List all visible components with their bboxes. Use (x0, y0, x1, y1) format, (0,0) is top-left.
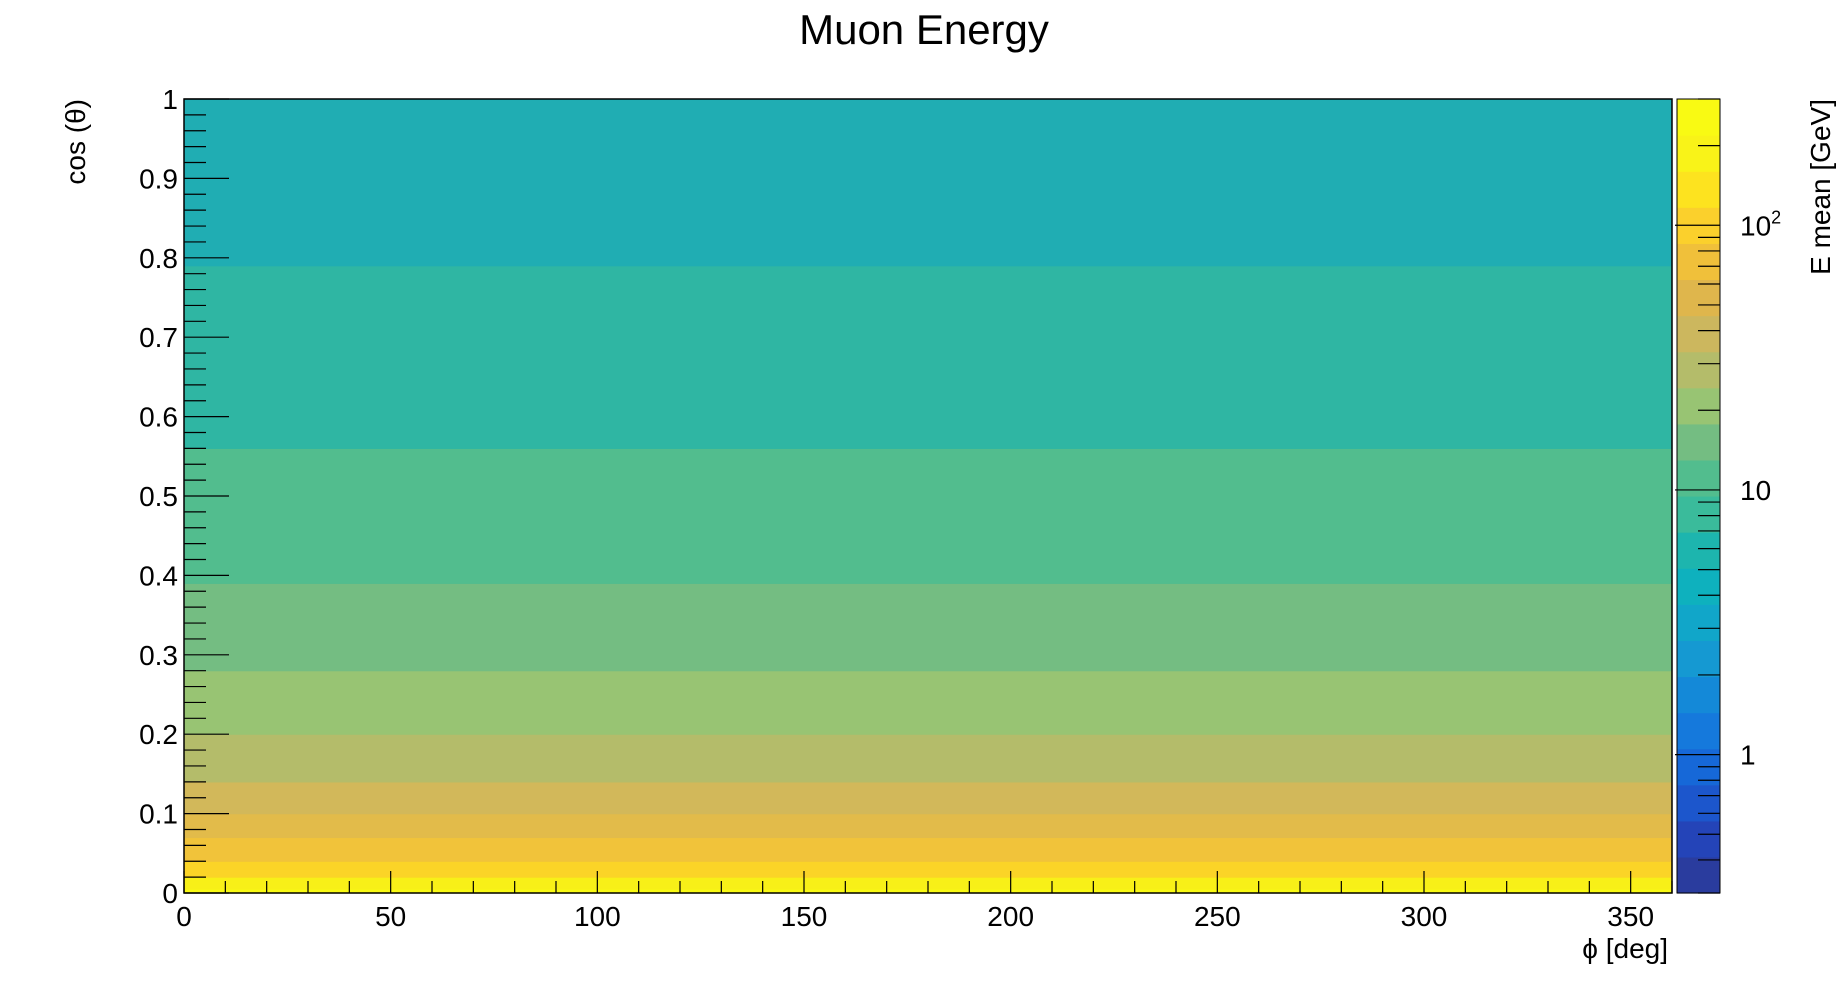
palette-swatch (1677, 784, 1720, 822)
y-tick-label: 0.2 (139, 719, 178, 750)
x-tick-label: 0 (176, 901, 192, 932)
palette-swatch (1677, 423, 1720, 461)
palette-swatch (1677, 99, 1720, 136)
y-tick-label: 0.5 (139, 481, 178, 512)
y-tick-label: 0.7 (139, 322, 178, 353)
x-tick-label: 300 (1401, 901, 1448, 932)
heatmap-cell (184, 781, 1672, 815)
heatmap-cell (184, 813, 1672, 839)
palette-swatch (1677, 279, 1720, 317)
color-scale (1676, 98, 1721, 894)
palette-swatch (1677, 676, 1720, 714)
palette-swatch (1677, 640, 1720, 678)
z-tick-label: 102 (1740, 207, 1781, 241)
plot-frame (183, 98, 1673, 894)
y-tick-label: 0.3 (139, 640, 178, 671)
palette-swatch (1677, 387, 1720, 425)
heatmap-cell (184, 837, 1672, 862)
palette-swatch (1677, 820, 1720, 858)
z-tick-label: 10 (1740, 475, 1771, 506)
palette-swatch (1677, 171, 1720, 208)
y-tick-label: 0.6 (139, 402, 178, 433)
z-axis-label: E mean [GeV] (1805, 99, 1836, 275)
heatmap-cell (184, 583, 1672, 672)
y-tick-label: 0 (162, 878, 178, 909)
x-axis-label: ϕ [deg] (1582, 933, 1668, 964)
heatmap-cell (184, 734, 1672, 783)
x-tick-label: 100 (574, 901, 621, 932)
palette-swatch (1677, 459, 1720, 497)
y-tick-label: 0.1 (139, 799, 178, 830)
heatmap-cell (184, 861, 1672, 878)
y-axis: 0 0.1 0.2 0.3 0.4 0.5 0.6 0.7 0.8 0.9 1 (139, 84, 229, 909)
palette-swatch (1677, 243, 1720, 281)
x-tick-label: 200 (987, 901, 1034, 932)
y-tick-label: 0.4 (139, 560, 178, 591)
palette-swatch (1677, 135, 1720, 172)
heatmap-cell (184, 99, 1672, 267)
palette-swatch (1677, 604, 1720, 641)
y-tick-label: 0.8 (139, 243, 178, 274)
palette-swatch (1677, 532, 1720, 569)
palette-swatch (1677, 351, 1720, 389)
y-tick-label: 0.9 (139, 163, 178, 194)
palette-swatch (1677, 712, 1720, 750)
y-axis-label: cos (θ) (60, 99, 91, 185)
x-tick-label: 50 (375, 901, 406, 932)
palette-swatch (1677, 315, 1720, 353)
z-axis: 1 10 102 (1675, 98, 1781, 894)
x-axis: 0 50 100 150 200 250 300 350 (176, 871, 1673, 932)
heatmap-cell (184, 448, 1672, 584)
palette-swatch (1677, 856, 1720, 894)
chart-title: Muon Energy (799, 6, 1049, 53)
x-tick-label: 150 (781, 901, 828, 932)
heatmap-cell (184, 670, 1672, 735)
z-tick-label: 1 (1740, 740, 1756, 771)
x-tick-label: 250 (1194, 901, 1241, 932)
palette-swatch (1677, 568, 1720, 605)
heatmap-cell (184, 265, 1672, 449)
y-tick-label: 1 (162, 84, 178, 115)
heatmap-cells (184, 99, 1672, 894)
x-tick-label: 350 (1607, 901, 1654, 932)
